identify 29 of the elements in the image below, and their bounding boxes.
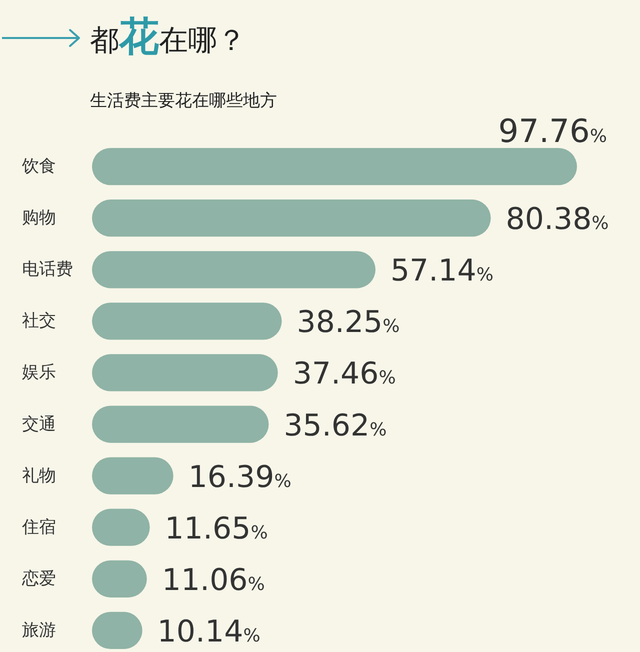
data-label: 10.14% xyxy=(157,614,260,650)
data-label: 57.14% xyxy=(390,254,494,289)
bar xyxy=(92,406,269,443)
bar xyxy=(92,457,174,494)
bar xyxy=(92,200,491,237)
y-tick-label: 交通 xyxy=(22,414,56,434)
data-label: 80.38% xyxy=(506,202,609,238)
y-tick-label: 电话费 xyxy=(22,260,73,280)
chart-subtitle: 生活费主要花在哪些地方 xyxy=(90,91,277,111)
y-tick-label: 购物 xyxy=(22,208,56,228)
data-label: 11.65% xyxy=(164,511,268,546)
bar xyxy=(92,354,278,392)
data-label: 11.06% xyxy=(162,562,265,598)
chart-title: 都花在哪？ xyxy=(90,14,246,60)
data-label: 97.76% xyxy=(498,112,607,150)
data-label: 35.62% xyxy=(284,408,387,444)
bar xyxy=(92,302,282,340)
y-tick-label: 旅游 xyxy=(22,620,56,640)
y-tick-label: 礼物 xyxy=(22,466,56,486)
data-label: 38.25% xyxy=(296,305,400,340)
data-label: 16.39% xyxy=(188,460,292,495)
bar xyxy=(92,251,376,288)
bar xyxy=(92,148,577,186)
y-tick-label: 恋爱 xyxy=(21,568,56,589)
data-label: 37.46% xyxy=(292,356,396,392)
y-tick-label: 饮食 xyxy=(21,156,56,177)
y-tick-label: 住宿 xyxy=(21,517,56,538)
y-tick-label: 娱乐 xyxy=(22,362,56,383)
y-tick-label: 社交 xyxy=(22,311,56,332)
